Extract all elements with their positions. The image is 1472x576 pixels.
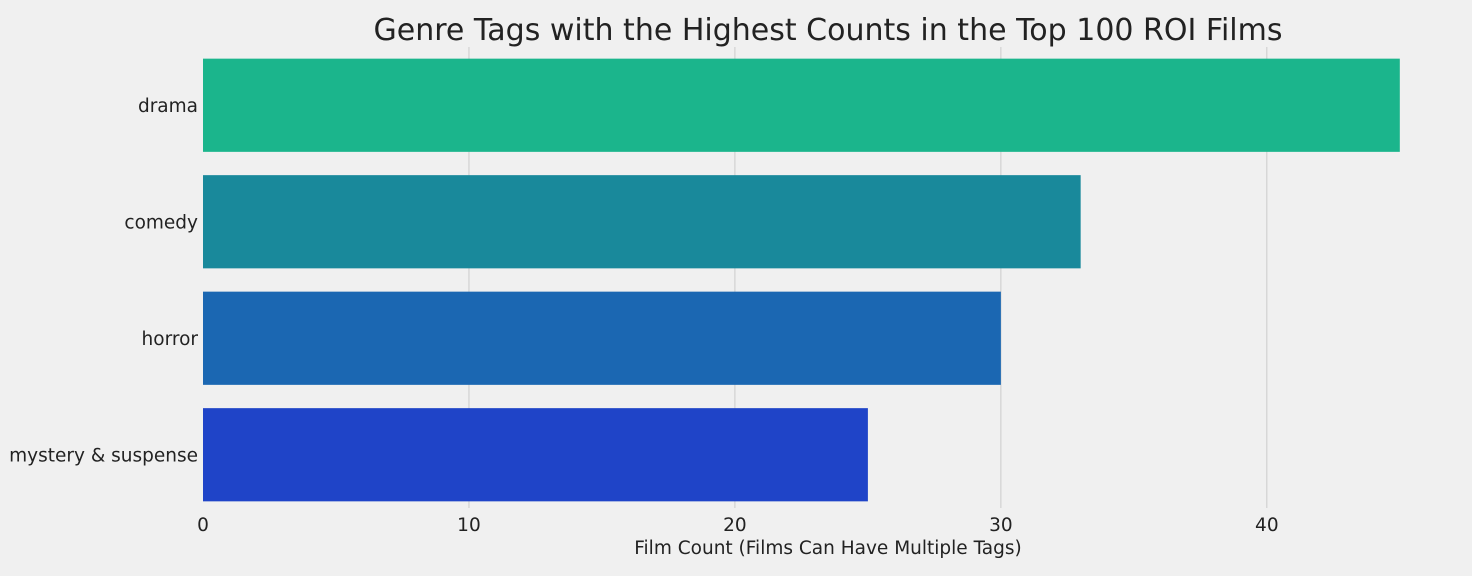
- category-label: horror: [142, 329, 199, 350]
- x-tick-label: 40: [1255, 515, 1279, 536]
- bars: [203, 58, 1400, 502]
- x-tick-label: 30: [989, 515, 1013, 536]
- x-tick-label: 10: [457, 515, 481, 536]
- category-labels: drama comedy horror mystery & suspense: [9, 96, 198, 467]
- bar-drama: [203, 58, 1400, 152]
- bar-mystery-suspense: [203, 408, 868, 502]
- x-tick-labels: 0 10 20 30 40: [197, 515, 1278, 536]
- x-tick-label: 20: [723, 515, 747, 536]
- x-axis-label: Film Count (Films Can Have Multiple Tags…: [634, 538, 1022, 559]
- x-tick-label: 0: [197, 515, 209, 536]
- category-label: comedy: [124, 212, 198, 233]
- category-label: mystery & suspense: [9, 445, 198, 466]
- bar-comedy: [203, 175, 1081, 269]
- category-label: drama: [138, 96, 198, 117]
- bar-horror: [203, 291, 1001, 385]
- chart-title: Genre Tags with the Highest Counts in th…: [374, 13, 1283, 48]
